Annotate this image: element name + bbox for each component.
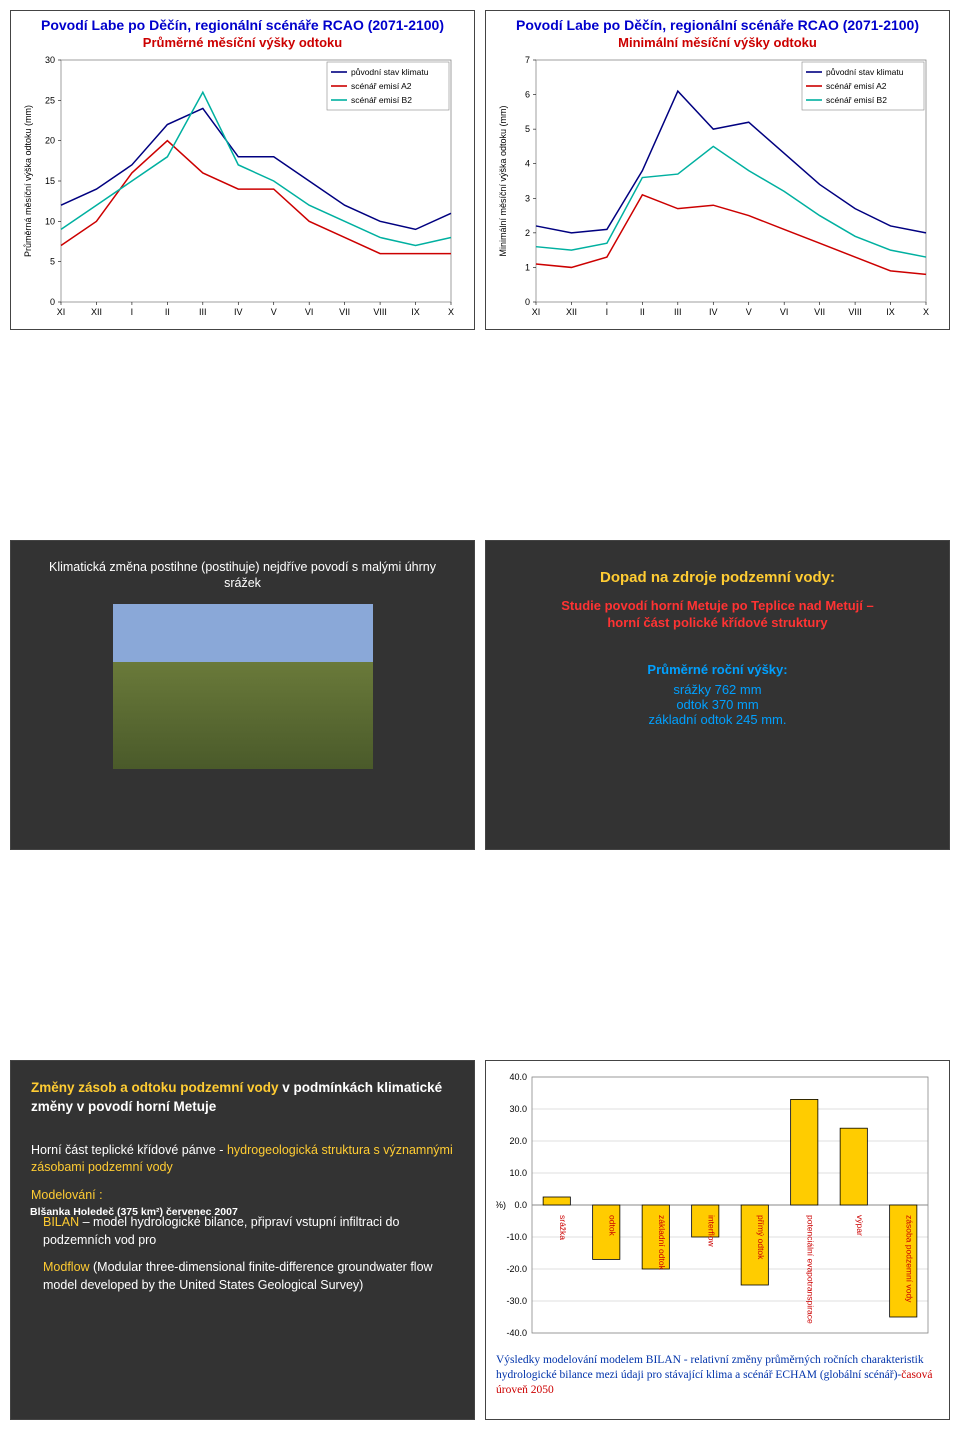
- svg-text:XI: XI: [532, 307, 541, 317]
- svg-text:Minimální měsíční výška odtoku: Minimální měsíční výška odtoku (mm): [498, 105, 508, 256]
- chart-avg-runoff: Povodí Labe po Děčín, regionální scénáře…: [10, 10, 475, 330]
- chart2-title: Povodí Labe po Děčín, regionální scénáře…: [494, 17, 941, 33]
- svg-text:30.0: 30.0: [509, 1104, 527, 1114]
- panel5-p3: BILAN – model hydrologické bilance, přip…: [31, 1214, 454, 1249]
- svg-text:30: 30: [45, 55, 55, 65]
- panel3-caption: Blšanka Holedeč (375 km²) červenec 2007: [30, 1206, 238, 1218]
- panel5-p4: Modflow (Modular three-dimensional finit…: [31, 1259, 454, 1294]
- svg-text:(%): (%): [496, 1200, 506, 1210]
- svg-text:15: 15: [45, 176, 55, 186]
- svg-text:XII: XII: [566, 307, 577, 317]
- svg-text:0: 0: [525, 297, 530, 307]
- svg-text:VII: VII: [814, 307, 825, 317]
- svg-text:výpar: výpar: [855, 1215, 865, 1236]
- svg-text:V: V: [746, 307, 752, 317]
- panel3-heading: Klimatická změna postihne (postihuje) ne…: [31, 559, 454, 592]
- chart-min-runoff: Povodí Labe po Děčín, regionální scénáře…: [485, 10, 950, 330]
- svg-text:-40.0: -40.0: [506, 1328, 527, 1338]
- svg-text:0: 0: [50, 297, 55, 307]
- svg-text:scénář emisí B2: scénář emisí B2: [351, 95, 412, 105]
- svg-text:IV: IV: [709, 307, 718, 317]
- svg-text:-30.0: -30.0: [506, 1296, 527, 1306]
- svg-text:5: 5: [50, 257, 55, 267]
- svg-text:3: 3: [525, 193, 530, 203]
- svg-text:20: 20: [45, 136, 55, 146]
- svg-text:V: V: [271, 307, 277, 317]
- svg-text:IX: IX: [886, 307, 895, 317]
- svg-text:scénář emisí A2: scénář emisí A2: [826, 81, 887, 91]
- svg-text:I: I: [131, 307, 134, 317]
- svg-text:VII: VII: [339, 307, 350, 317]
- panel-groundwater-impact: Dopad na zdroje podzemní vody: Studie po…: [485, 540, 950, 850]
- svg-text:0.0: 0.0: [514, 1200, 527, 1210]
- svg-text:4: 4: [525, 159, 530, 169]
- svg-text:IV: IV: [234, 307, 243, 317]
- svg-text:VI: VI: [305, 307, 314, 317]
- panel-groundwater-changes: Změny zásob a odtoku podzemní vody v pod…: [10, 1060, 475, 1420]
- svg-text:XI: XI: [57, 307, 66, 317]
- svg-text:interflow: interflow: [706, 1215, 716, 1248]
- chart1-svg: 0 5 10 15 20 25 30 Průměrná měsíční výška odtok…: [19, 54, 459, 324]
- svg-text:základní odtok: základní odtok: [657, 1215, 667, 1271]
- chart2-subtitle: Minimální měsíční výšky odtoku: [494, 35, 941, 50]
- svg-text:přímý odtok: přímý odtok: [756, 1215, 766, 1260]
- panel5-p2: Modelování :: [31, 1187, 454, 1205]
- svg-text:Průměrná měsíční výška odtoku: Průměrná měsíční výška odtoku (mm): [23, 105, 33, 257]
- svg-text:VI: VI: [780, 307, 789, 317]
- svg-text:VIII: VIII: [848, 307, 862, 317]
- svg-text:20.0: 20.0: [509, 1136, 527, 1146]
- stream-photo: [113, 604, 373, 769]
- svg-text:srážka: srážka: [558, 1215, 568, 1240]
- chart1-title: Povodí Labe po Děčín, regionální scénáře…: [19, 17, 466, 33]
- svg-text:2: 2: [525, 228, 530, 238]
- panel4-study: Studie povodí horní Metuje po Teplice na…: [506, 598, 929, 632]
- svg-text:7: 7: [525, 55, 530, 65]
- panel-climate-caption: Klimatická změna postihne (postihuje) ne…: [10, 540, 475, 850]
- svg-text:původní stav klimatu: původní stav klimatu: [351, 67, 429, 77]
- chart1-subtitle: Průměrné měsíční výšky odtoku: [19, 35, 466, 50]
- svg-text:scénář emisí A2: scénář emisí A2: [351, 81, 412, 91]
- chart6-svg: -40.0-30.0-20.0-10.00.010.020.030.040.0(…: [496, 1071, 936, 1341]
- panel4-heading: Dopad na zdroje podzemní vody:: [506, 569, 929, 586]
- svg-text:VIII: VIII: [373, 307, 387, 317]
- svg-text:II: II: [640, 307, 645, 317]
- svg-text:II: II: [165, 307, 170, 317]
- panel5-p1: Horní část teplické křídové pánve - hydr…: [31, 1142, 454, 1177]
- svg-text:odtok: odtok: [607, 1215, 617, 1237]
- svg-text:X: X: [923, 307, 929, 317]
- svg-text:III: III: [674, 307, 682, 317]
- chart6-caption: Výsledky modelování modelem BILAN - rela…: [496, 1353, 939, 1398]
- svg-text:I: I: [606, 307, 609, 317]
- svg-text:potenciální evapotranspirace: potenciální evapotranspirace: [805, 1215, 815, 1324]
- svg-text:zásoba podzemní vody: zásoba podzemní vody: [904, 1215, 914, 1303]
- panel4-metrics: Průměrné roční výšky: srážky 762 mm odto…: [506, 662, 929, 727]
- panel5-title: Změny zásob a odtoku podzemní vody v pod…: [31, 1079, 454, 1117]
- svg-text:10: 10: [45, 216, 55, 226]
- svg-text:III: III: [199, 307, 207, 317]
- panel-bilan-chart: -40.0-30.0-20.0-10.00.010.020.030.040.0(…: [485, 1060, 950, 1420]
- svg-text:1: 1: [525, 262, 530, 272]
- chart2-svg: 0 1 2 3 4 5 6 7 Minimální měsíční výška odtoku (…: [494, 54, 934, 324]
- svg-text:6: 6: [525, 90, 530, 100]
- svg-text:scénář emisí B2: scénář emisí B2: [826, 95, 887, 105]
- svg-text:10.0: 10.0: [509, 1168, 527, 1178]
- svg-text:XII: XII: [91, 307, 102, 317]
- svg-text:-10.0: -10.0: [506, 1232, 527, 1242]
- svg-text:5: 5: [525, 124, 530, 134]
- svg-text:původní stav klimatu: původní stav klimatu: [826, 67, 904, 77]
- svg-text:IX: IX: [411, 307, 420, 317]
- svg-text:X: X: [448, 307, 454, 317]
- svg-text:25: 25: [45, 95, 55, 105]
- svg-text:40.0: 40.0: [509, 1072, 527, 1082]
